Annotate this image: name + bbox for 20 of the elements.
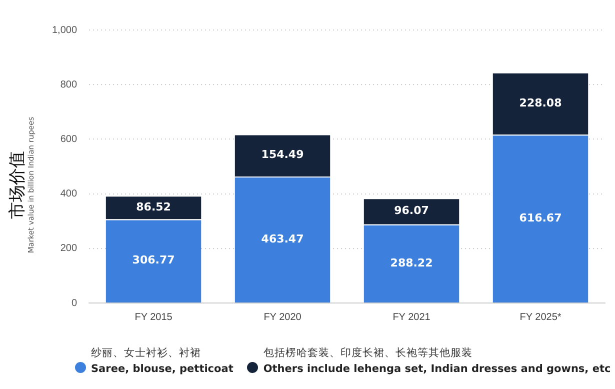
y-tick-label: 0 [71, 298, 78, 309]
data-label: 86.52 [136, 200, 171, 214]
data-label: 616.67 [519, 211, 562, 224]
data-label: 228.08 [519, 96, 562, 110]
y-tick-label: 800 [60, 79, 78, 90]
y-tick-label: 1,000 [52, 24, 78, 36]
x-tick-label: FY 2025* [520, 312, 562, 323]
y-tick-label: 600 [60, 134, 78, 145]
x-tick-label: FY 2020 [264, 312, 302, 323]
data-label: 96.07 [394, 204, 429, 218]
data-label: 306.77 [132, 254, 175, 267]
data-label: 463.47 [261, 232, 304, 246]
data-label: 288.22 [390, 256, 433, 270]
legend-label: 包括楞哈套装、印度长裙、长袍等其他服装 Others include lehenga set, Indian dresses and gowns, etc [263, 346, 611, 375]
data-label: 154.49 [261, 148, 304, 162]
x-tick-label: FY 2015 [134, 312, 173, 323]
y-tick-label: 400 [60, 188, 78, 200]
x-tick-label: FY 2021 [392, 312, 431, 323]
legend-label: 纱丽、女士衬衫、衬裙 Saree, blouse, petticoat [91, 346, 234, 375]
y-tick-label: 200 [60, 243, 78, 254]
